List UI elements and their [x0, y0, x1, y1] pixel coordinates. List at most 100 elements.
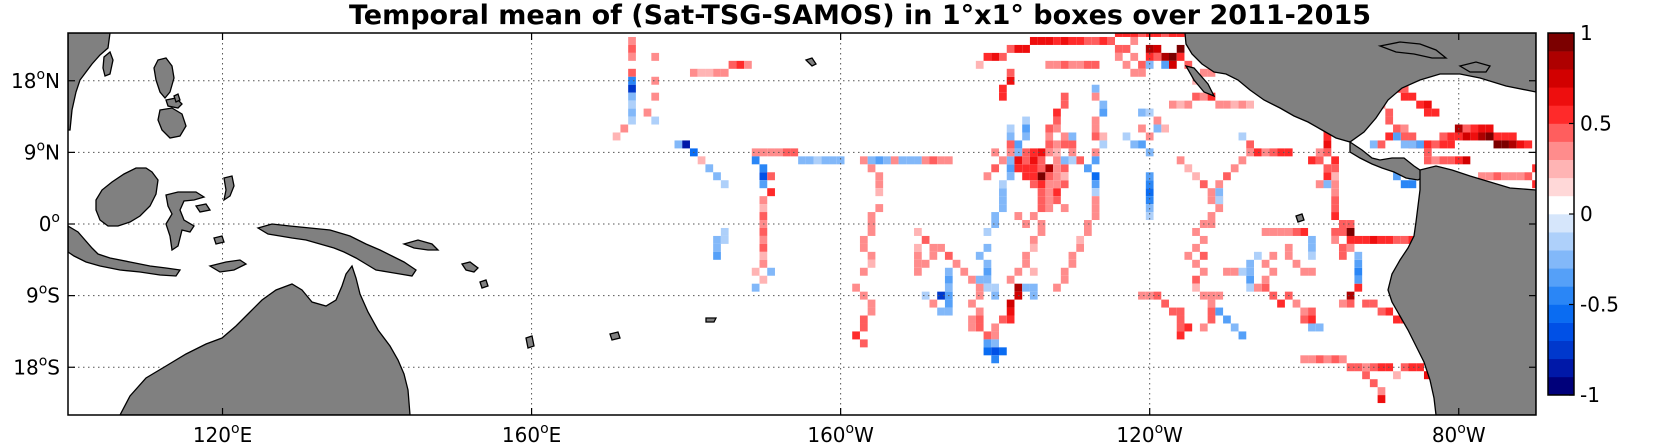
- data-cell: [944, 299, 953, 308]
- data-cell: [1501, 172, 1509, 181]
- data-cell: [1045, 196, 1054, 205]
- data-cell: [975, 291, 984, 300]
- data-cell: [1393, 235, 1401, 244]
- data-cell: [1400, 180, 1409, 189]
- data-cell: [1022, 44, 1030, 53]
- data-cell: [1423, 148, 1432, 157]
- data-cell: [1331, 235, 1339, 244]
- data-cell: [836, 156, 845, 165]
- data-cell: [875, 188, 884, 197]
- data-cell: [1006, 299, 1015, 308]
- data-cell: [1284, 243, 1293, 252]
- y-tick-label: 0o: [39, 210, 60, 236]
- data-cell: [867, 299, 876, 308]
- data-cell: [1068, 148, 1077, 157]
- data-cell: [1045, 60, 1054, 69]
- data-cell: [1192, 275, 1200, 284]
- data-cell: [689, 68, 698, 77]
- data-cell: [929, 299, 938, 308]
- data-cell: [1053, 188, 1061, 197]
- data-cell: [1068, 259, 1077, 268]
- x-tick-label: 160oE: [502, 421, 561, 447]
- data-cell: [1091, 188, 1100, 197]
- data-cell: [1215, 204, 1224, 213]
- data-cell: [867, 251, 876, 260]
- data-cell: [914, 251, 922, 260]
- land-islands-5: [525, 335, 535, 349]
- data-cell: [1122, 33, 1131, 37]
- data-cell: [1145, 212, 1154, 221]
- data-cell: [991, 339, 1000, 348]
- colorbar-tick-label: 0.5: [1580, 112, 1612, 136]
- data-cell: [1022, 220, 1030, 228]
- data-cell: [875, 180, 884, 189]
- data-cell: [1053, 124, 1061, 133]
- data-cell: [1045, 140, 1054, 149]
- land-islands-2: [194, 203, 212, 213]
- data-cell: [1176, 52, 1185, 61]
- data-cell: [1184, 100, 1193, 109]
- data-cell: [1331, 188, 1339, 197]
- data-cell: [1447, 156, 1455, 165]
- data-cell: [1084, 164, 1092, 173]
- data-cell: [1277, 299, 1285, 308]
- data-cell: [983, 259, 992, 268]
- data-cell: [1122, 132, 1131, 141]
- data-cell: [1068, 132, 1077, 141]
- data-cell: [1377, 395, 1386, 404]
- data-cell: [1091, 172, 1100, 181]
- data-cell: [1006, 275, 1015, 284]
- data-cell: [1022, 116, 1030, 125]
- data-cell: [1060, 156, 1069, 165]
- data-cell: [859, 267, 868, 276]
- data-cell: [859, 323, 868, 332]
- data-cell: [1045, 164, 1054, 173]
- data-cell: [1338, 227, 1347, 236]
- y-tick-label: 9oS: [26, 282, 60, 308]
- data-cell: [1338, 299, 1347, 308]
- data-cell: [1099, 132, 1108, 141]
- data-cell: [1029, 235, 1038, 244]
- data-cell: [767, 188, 775, 197]
- data-cell: [759, 164, 768, 173]
- data-cell: [944, 307, 953, 316]
- data-cell: [991, 291, 1000, 300]
- data-cell: [1246, 140, 1254, 149]
- data-cell: [991, 164, 1000, 173]
- data-cell: [1261, 275, 1270, 284]
- land-philippines-south: [157, 107, 187, 139]
- data-cell: [1169, 52, 1177, 61]
- land-australia: [119, 264, 411, 415]
- data-cell: [1014, 212, 1023, 221]
- data-cell: [1084, 36, 1092, 45]
- data-cell: [944, 156, 953, 165]
- data-cell: [1068, 140, 1077, 149]
- data-cell: [921, 259, 930, 268]
- data-cell: [1037, 180, 1046, 189]
- land-hawaii: [804, 57, 817, 67]
- data-cell: [991, 52, 1000, 61]
- data-cell: [1145, 172, 1154, 181]
- data-cell: [975, 307, 984, 316]
- data-cell: [937, 307, 945, 316]
- data-cell: [628, 52, 636, 61]
- land-hispaniola: [1458, 61, 1492, 73]
- data-cell: [1377, 363, 1386, 372]
- data-cell: [1246, 283, 1254, 292]
- data-cell: [906, 156, 915, 165]
- data-cell: [875, 172, 884, 181]
- data-cell: [1253, 283, 1262, 292]
- data-cell: [1300, 307, 1309, 316]
- land-islands-1: [173, 93, 181, 103]
- data-cell: [1369, 379, 1378, 388]
- data-cell: [1246, 259, 1254, 268]
- data-cell: [1037, 148, 1046, 157]
- data-cell: [1230, 323, 1239, 332]
- data-cell: [1091, 196, 1100, 205]
- data-cell: [1308, 307, 1316, 316]
- data-cell: [983, 347, 992, 356]
- data-cell: [1006, 156, 1015, 165]
- data-cell: [1138, 291, 1146, 300]
- data-cell: [1053, 164, 1061, 173]
- data-cell: [1060, 132, 1069, 141]
